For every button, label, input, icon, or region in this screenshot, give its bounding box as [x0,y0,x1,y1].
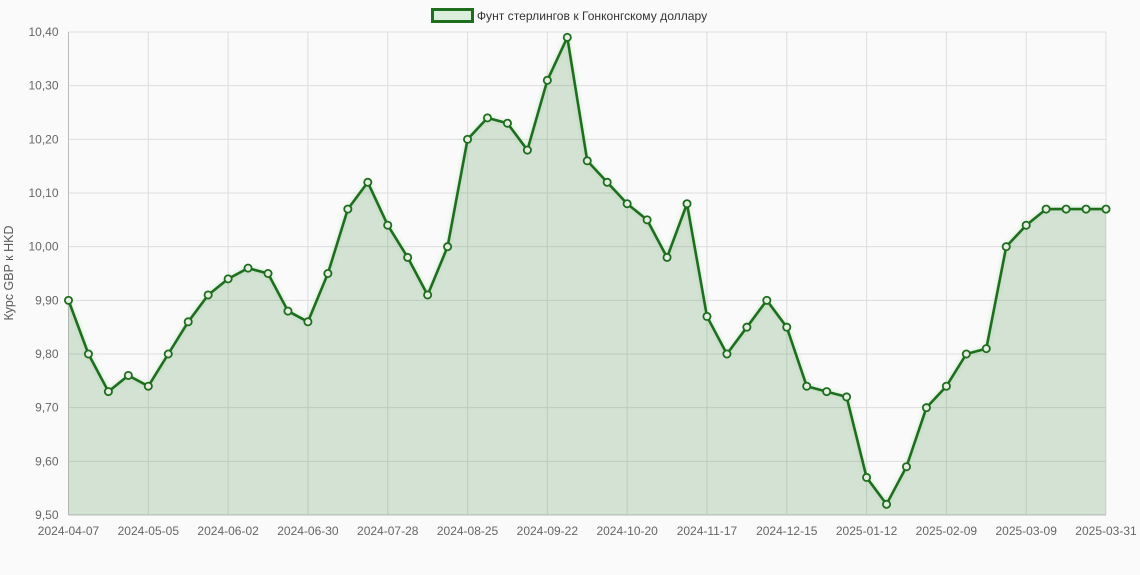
svg-text:2025-03-09: 2025-03-09 [995,524,1057,538]
svg-text:2025-01-12: 2025-01-12 [836,524,898,538]
svg-text:2024-09-22: 2024-09-22 [517,524,579,538]
svg-text:10,40: 10,40 [28,25,58,39]
svg-text:2024-06-02: 2024-06-02 [197,524,259,538]
svg-text:10,10: 10,10 [28,186,58,200]
svg-text:2024-06-30: 2024-06-30 [277,524,339,538]
svg-text:2024-04-07: 2024-04-07 [38,524,100,538]
svg-text:2024-12-15: 2024-12-15 [756,524,818,538]
svg-text:9,80: 9,80 [35,347,59,361]
svg-text:2024-07-28: 2024-07-28 [357,524,419,538]
svg-text:10,20: 10,20 [28,132,58,146]
svg-text:9,50: 9,50 [35,508,59,522]
svg-text:10,30: 10,30 [28,79,58,93]
svg-text:2025-02-09: 2025-02-09 [916,524,978,538]
svg-text:10,00: 10,00 [28,240,58,254]
svg-text:2024-11-17: 2024-11-17 [677,524,738,538]
svg-text:2024-05-05: 2024-05-05 [118,524,180,538]
svg-text:9,70: 9,70 [35,401,59,415]
svg-text:2025-03-31: 2025-03-31 [1075,524,1137,538]
svg-text:2024-10-20: 2024-10-20 [596,524,658,538]
svg-text:9,90: 9,90 [35,293,59,307]
svg-text:9,60: 9,60 [35,454,59,468]
svg-text:2024-08-25: 2024-08-25 [437,524,499,538]
